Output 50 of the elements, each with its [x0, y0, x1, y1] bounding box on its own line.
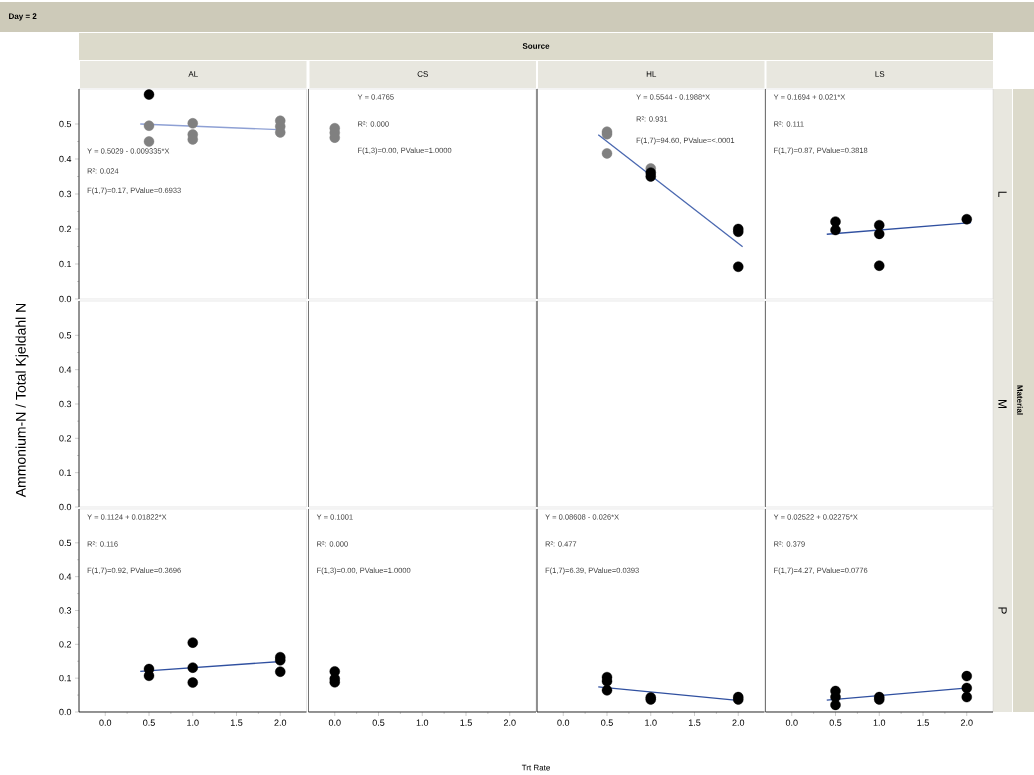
chart-title: HL — [646, 71, 657, 77]
x-tick-label: 2.0 — [960, 719, 973, 726]
y-tick-label: 0.2 — [59, 435, 72, 442]
x-tick-label: 0.5 — [143, 719, 155, 726]
y2-axis-title: P — [998, 607, 1007, 614]
y-tick-label: 0.2 — [59, 641, 72, 648]
y-tick-label: 0.2 — [59, 225, 72, 233]
text: Source — [522, 43, 550, 49]
text: Day = 2 — [9, 13, 37, 21]
text: Ammonium-N / Total Kjeldahl N — [15, 303, 29, 498]
x-tick-label: 1.0 — [873, 719, 886, 726]
x-tick-label: 0.5 — [372, 719, 385, 726]
y-tick-label: 0.3 — [59, 190, 72, 198]
x-tick-label: 0.5 — [601, 719, 613, 726]
x-tick-label: 1.0 — [645, 719, 657, 726]
y-tick-label: 0.5 — [59, 120, 72, 128]
y-tick-label: 0.4 — [59, 155, 72, 163]
x-tick-label: 2.0 — [274, 719, 287, 726]
x-tick-label: 0.0 — [99, 719, 112, 726]
y-tick-label: 0.1 — [59, 674, 72, 682]
chart-title: AL — [188, 71, 198, 77]
y-tick-label: 0.4 — [59, 573, 72, 580]
text: Trt Rate — [521, 764, 550, 771]
y-tick-label: 0.5 — [59, 539, 72, 547]
text: Material — [1017, 385, 1023, 415]
x-tick-label: 1.5 — [688, 719, 701, 726]
x-tick-label: 0.5 — [829, 719, 842, 726]
y-tick-label: 0.0 — [59, 503, 72, 511]
x-tick-label: 1.5 — [230, 719, 243, 726]
y-tick-label: 0.0 — [59, 295, 72, 303]
x-tick-label: 0.0 — [785, 719, 798, 726]
y-tick-label: 0.1 — [59, 469, 72, 476]
y-tick-label: 0.1 — [59, 260, 72, 268]
x-tick-label: 1.0 — [416, 719, 429, 726]
x-tick-label: 2.0 — [732, 719, 745, 726]
y-tick-label: 0.5 — [59, 332, 72, 339]
x-tick-label: 1.0 — [187, 719, 199, 726]
x-tick-label: 0.0 — [328, 719, 341, 726]
y-tick-label: 0.3 — [59, 607, 72, 614]
x-tick-label: 1.5 — [460, 719, 472, 726]
y-tick-label: 0.4 — [59, 366, 72, 373]
x-tick-label: 0.0 — [557, 719, 570, 726]
y2-axis-title: M — [998, 399, 1007, 408]
x-tick-label: 2.0 — [503, 719, 516, 726]
chart-title: LS — [875, 71, 885, 77]
y-tick-label: 0.3 — [59, 400, 72, 408]
y2-axis-title: L — [998, 191, 1007, 197]
x-tick-label: 1.5 — [917, 719, 929, 726]
y-tick-label: 0.0 — [59, 708, 72, 716]
chart-title: CS — [417, 71, 428, 77]
